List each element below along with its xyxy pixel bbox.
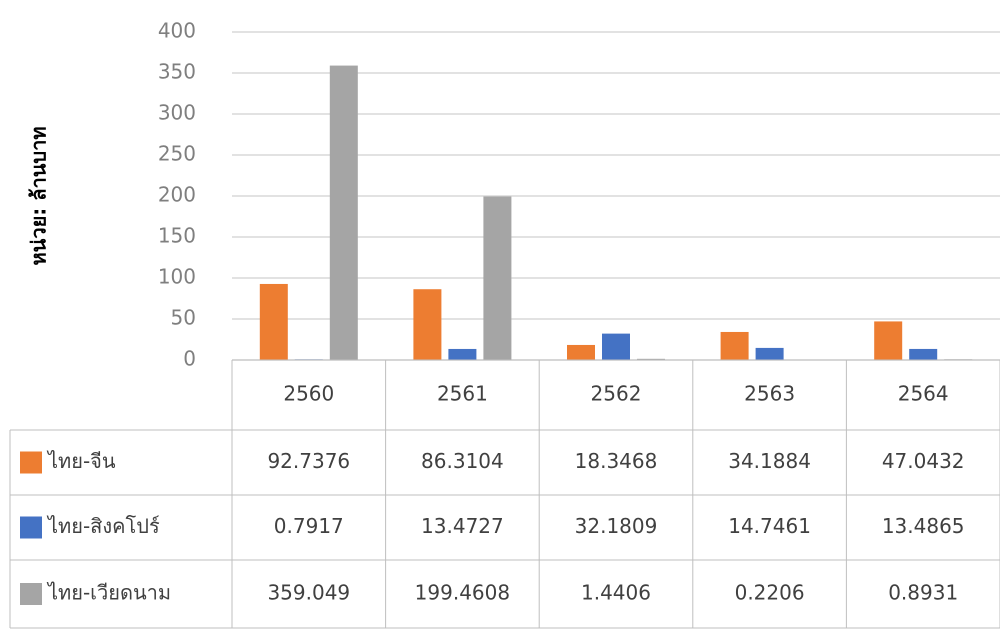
- bar: [637, 358, 665, 360]
- bar: [874, 321, 903, 360]
- x-tick-label: 2560: [283, 382, 334, 406]
- table-value: 0.8931: [888, 581, 958, 605]
- y-tick-label: 250: [158, 142, 196, 166]
- legend-swatch: [20, 583, 42, 605]
- table-value: 14.7461: [728, 514, 811, 538]
- legend-swatch: [20, 451, 42, 474]
- y-tick-label: 300: [158, 101, 196, 125]
- table-value: 86.3104: [421, 449, 504, 473]
- bar: [413, 289, 442, 360]
- table-value: 1.4406: [581, 581, 651, 605]
- bar: [909, 348, 938, 360]
- table-value: 34.1884: [728, 449, 811, 473]
- table-value: 0.7917: [274, 514, 344, 538]
- table-value: 92.7376: [267, 449, 350, 473]
- bar: [602, 333, 630, 360]
- table-value: 0.2206: [735, 581, 805, 605]
- legend-label: ไทย-สิงคโปร์: [46, 514, 160, 538]
- y-tick-label: 350: [158, 60, 196, 84]
- legend-label: ไทย-จีน: [46, 449, 116, 473]
- y-tick-label: 200: [158, 183, 196, 207]
- table-value: 359.049: [267, 581, 350, 605]
- table-value: 32.1809: [575, 514, 658, 538]
- bar: [259, 283, 288, 360]
- y-axis-label: หน่วย: ล้านบาท: [27, 126, 51, 265]
- table-value: 199.4608: [415, 581, 510, 605]
- legend-swatch: [20, 516, 42, 539]
- table-value: 47.0432: [882, 449, 965, 473]
- bar: [448, 348, 477, 360]
- y-tick-label: 150: [158, 224, 196, 248]
- x-tick-label: 2561: [437, 382, 488, 406]
- y-tick-label: 50: [171, 306, 196, 330]
- y-tick-label: 0: [183, 347, 196, 371]
- table-value: 18.3468: [575, 449, 658, 473]
- y-tick-label: 100: [158, 265, 196, 289]
- y-tick-label: 400: [158, 19, 196, 43]
- bar: [720, 331, 749, 360]
- x-tick-label: 2562: [591, 382, 642, 406]
- table-value: 13.4727: [421, 514, 504, 538]
- bar: [329, 65, 358, 360]
- table-value: 13.4865: [882, 514, 965, 538]
- bar: [755, 347, 784, 360]
- bar: [483, 196, 512, 360]
- x-tick-label: 2563: [744, 382, 795, 406]
- x-tick-label: 2564: [898, 382, 949, 406]
- legend-label: ไทย-เวียดนาม: [46, 581, 171, 605]
- bar: [567, 344, 595, 360]
